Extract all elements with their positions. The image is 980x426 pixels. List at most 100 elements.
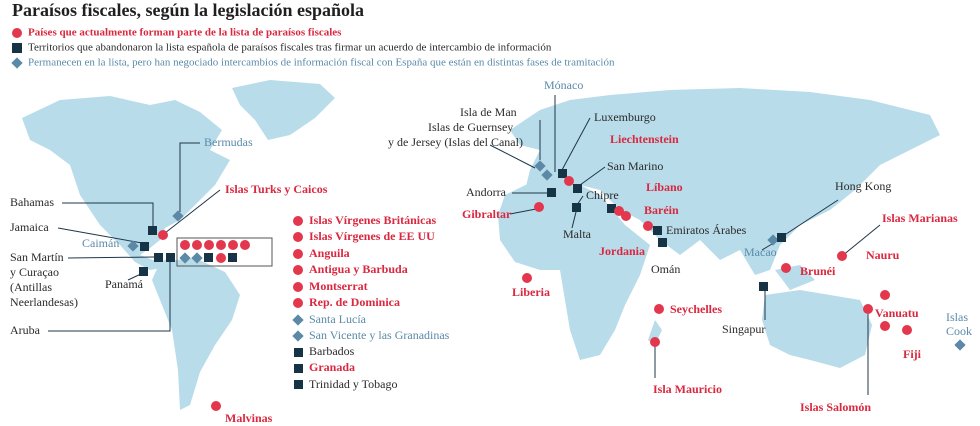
place-label: Caimán [82,236,119,250]
legend-text: Territorios que abandonaron la lista esp… [28,42,552,54]
place-label: Singapur [722,322,765,336]
place-label: Seychelles [670,302,722,316]
marker [781,263,791,273]
landmass [762,290,872,368]
landmass [152,258,240,410]
marker [650,337,660,347]
shape [292,314,304,326]
marker [172,210,184,222]
place-label: y Curaçao [10,265,59,279]
legend-marker [12,43,22,53]
landmass [22,96,230,270]
shape [761,243,773,251]
place-label: Neerlandesas) [10,295,78,309]
marker [127,240,139,252]
place-label: Anguila [309,246,350,260]
place-label: Isla Mauricio [653,382,722,396]
place-label: Hong Kong [835,179,891,193]
place-label: Malta [563,227,592,241]
place-label: Macao [744,245,777,259]
shape [293,265,303,275]
marker [191,252,203,264]
marker [216,253,226,263]
landmass [498,178,650,360]
marker [166,253,175,262]
marker [621,211,631,221]
shape [293,282,303,292]
land [22,80,940,410]
marker [192,240,202,250]
place-label: (Antillas [10,280,52,294]
place-label: Islas de Guernsey [428,120,513,134]
shape [571,211,577,229]
place-label: Liechtenstein [610,132,679,146]
marker [653,226,662,235]
marker [607,204,616,213]
marker [902,325,912,335]
place-label: Luxemburgo [594,110,656,124]
markers [127,160,966,411]
marker [880,321,890,331]
title: Paraísos fiscales, según la legislación … [12,0,364,20]
place-label: Gibraltar [462,207,512,221]
place-label: Bahamas [10,195,54,209]
shape [164,189,221,234]
place-label: Omán [651,262,680,276]
marker [139,267,148,276]
marker [863,304,873,314]
shape [293,249,303,259]
marker [180,240,190,250]
place-label: Líbano [646,180,683,194]
shape [292,330,304,342]
place-label: Mónaco [544,78,583,92]
place-label: Brunéi [800,264,836,278]
marker [541,169,553,181]
shape [294,348,303,357]
place-label: Islas Turks y Caicos [225,182,328,196]
legend-text: Países que actualmente forman parte de l… [28,27,342,39]
place-label: Bermudas [204,135,253,149]
place-label: San Martín [10,250,64,264]
marker [954,339,966,351]
shape [561,117,591,171]
marker [767,234,779,246]
caribbean-list: Islas Vírgenes Británicas Islas Vírgenes… [292,213,450,391]
place-label: Isla de Man [460,105,517,119]
place-label: Baréin [644,203,679,217]
place-labels: Bermudas Islas Turks y Caicos Bahamas Ja… [10,78,972,425]
place-label: Panamá [105,277,144,291]
shape [489,144,536,169]
place-label: Cook [946,324,972,338]
marker [564,176,574,186]
marker [522,273,532,283]
marker [658,238,667,247]
leaders [48,95,881,395]
marker [573,184,582,193]
place-label: y de Jersey (Islas del Canal) [388,135,523,149]
place-label: Vanuatu [875,306,919,320]
marker [228,240,238,250]
shape [509,208,537,215]
marker [204,240,214,250]
shape [67,256,155,259]
place-label: Jordania [599,244,645,258]
shape [294,364,303,373]
place-label: Santa Lucía [309,312,367,326]
place-label: Fiji [903,347,922,361]
marker [643,221,653,231]
legend-text: Permanecen en la lista, pero han negocia… [28,57,615,69]
legend: Países que actualmente forman parte de l… [11,27,615,69]
place-label: Rep. de Dominica [309,295,400,309]
marker [547,188,556,197]
place-label: Emiratos Árabes [666,223,747,237]
place-label: Montserrat [309,279,368,293]
place-label: Islas Vírgenes Británicas [309,213,436,227]
landmass [510,88,940,275]
legend-marker [12,28,22,38]
place-label: Granada [309,360,355,374]
shape [293,232,303,242]
place-label: Malvinas [225,411,273,425]
place-label: Liberia [512,285,550,299]
place-label: Islas [946,310,968,324]
